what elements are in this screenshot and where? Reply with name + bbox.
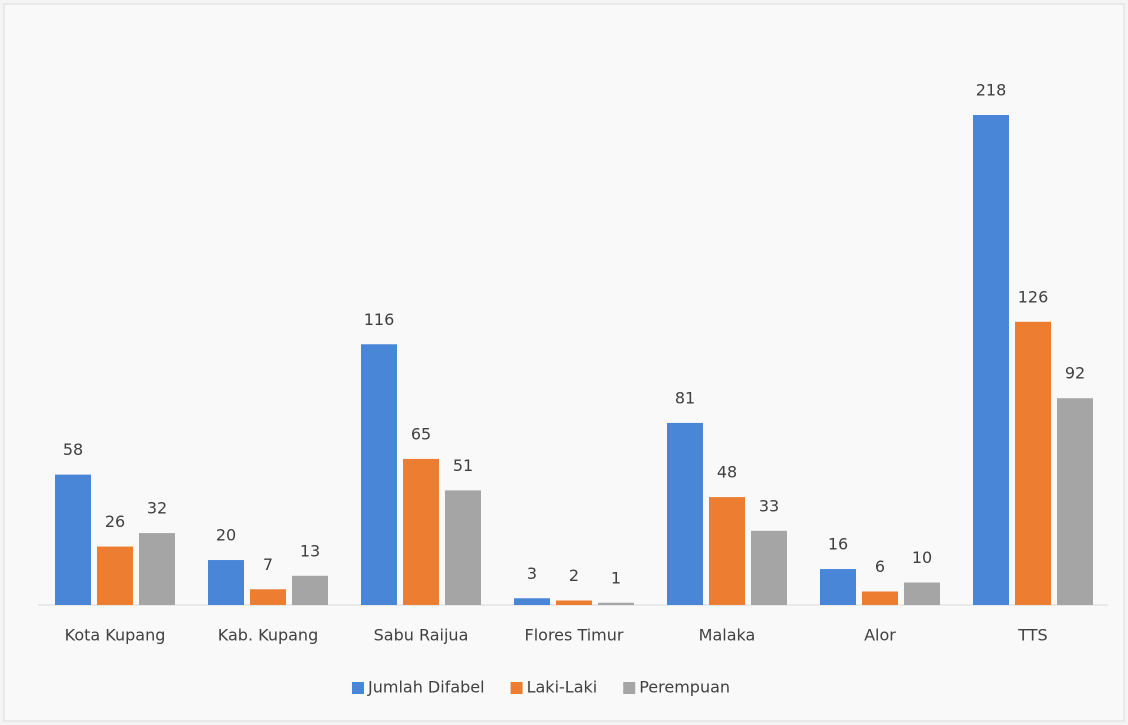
data-label: 81 xyxy=(675,388,695,407)
data-label: 16 xyxy=(828,535,848,554)
bar xyxy=(820,569,856,605)
legend-swatch xyxy=(623,682,636,694)
chart-area xyxy=(3,3,1125,722)
x-tick-label: Kab. Kupang xyxy=(218,626,318,645)
bar xyxy=(904,582,940,605)
x-tick-label: Kota Kupang xyxy=(65,626,166,645)
legend-label: Jumlah Difabel xyxy=(367,678,485,697)
data-label: 33 xyxy=(759,496,779,515)
data-label: 58 xyxy=(63,440,83,459)
legend-label: Laki-Laki xyxy=(527,678,598,697)
data-label: 92 xyxy=(1065,364,1085,383)
data-label: 20 xyxy=(216,526,236,545)
bar xyxy=(862,591,898,605)
x-tick-label: Sabu Raijua xyxy=(374,626,469,645)
bar xyxy=(97,546,133,605)
data-label: 2 xyxy=(569,566,579,585)
data-label: 116 xyxy=(364,310,395,329)
data-label: 65 xyxy=(411,424,431,443)
x-tick-label: TTS xyxy=(1017,626,1047,645)
bar xyxy=(556,600,592,605)
bar xyxy=(139,533,175,605)
bar xyxy=(751,530,787,605)
legend-swatch xyxy=(510,682,523,694)
bar xyxy=(667,422,703,605)
bar xyxy=(403,458,439,605)
bar xyxy=(1015,321,1051,605)
bar xyxy=(598,602,634,605)
data-label: 48 xyxy=(717,463,737,482)
bar xyxy=(361,344,397,605)
data-label: 10 xyxy=(912,548,932,567)
legend-swatch xyxy=(352,682,364,694)
data-label: 1 xyxy=(611,568,621,587)
bar xyxy=(973,115,1009,605)
bar xyxy=(208,560,244,605)
data-label: 126 xyxy=(1018,287,1049,306)
x-tick-label: Flores Timur xyxy=(525,626,624,645)
bar xyxy=(55,474,91,605)
data-label: 13 xyxy=(300,541,320,560)
data-label: 218 xyxy=(976,81,1007,100)
data-label: 7 xyxy=(263,555,273,574)
data-label: 32 xyxy=(147,499,167,518)
bar xyxy=(1057,398,1093,605)
bar xyxy=(445,490,481,605)
x-tick-label: Alor xyxy=(864,626,896,645)
legend-label: Perempuan xyxy=(639,678,730,697)
bar xyxy=(514,598,550,605)
data-label: 26 xyxy=(105,512,125,531)
data-label: 6 xyxy=(875,557,885,576)
data-label: 51 xyxy=(453,456,473,475)
bar xyxy=(250,589,286,605)
x-tick-label: Malaka xyxy=(699,626,756,645)
data-label: 3 xyxy=(527,564,537,583)
bar xyxy=(292,575,328,605)
bar xyxy=(709,497,745,605)
